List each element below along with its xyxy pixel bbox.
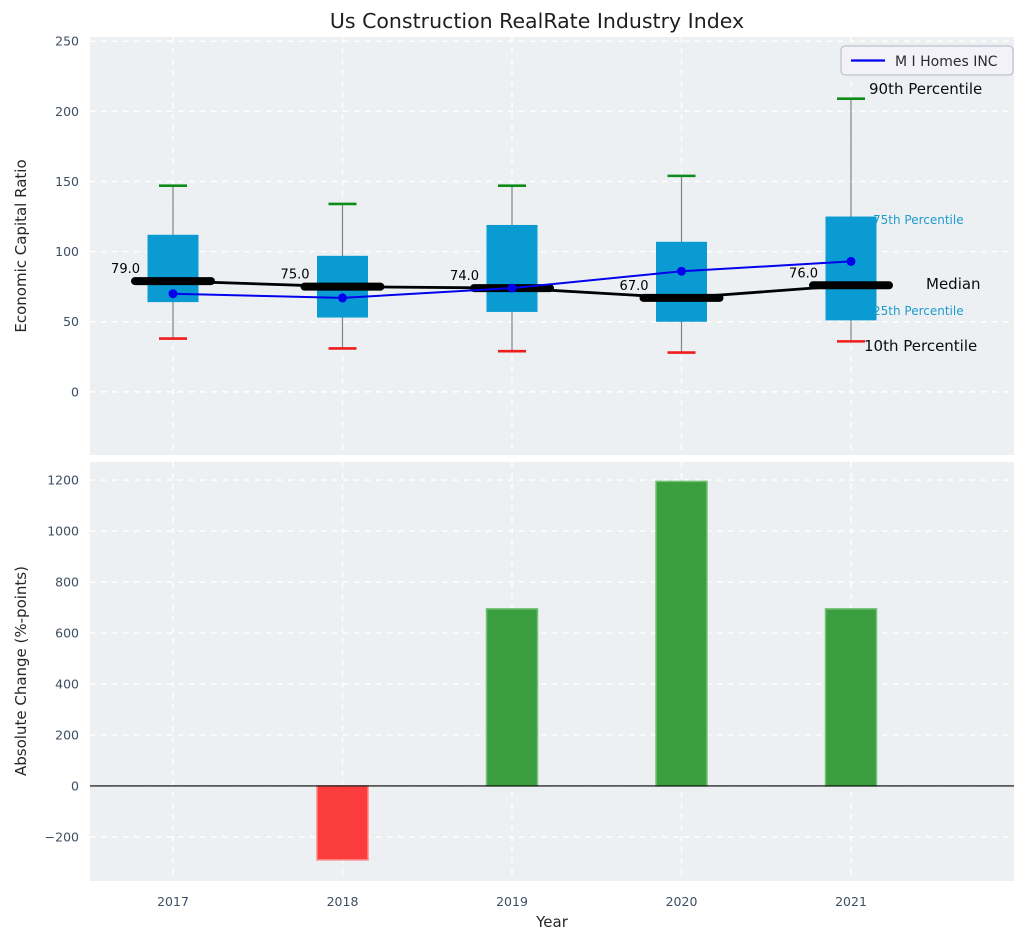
annotation-75th-percentile: 75th Percentile: [873, 213, 964, 227]
median-value-label: 75.0: [281, 268, 310, 283]
annotation-median: Median: [926, 275, 981, 293]
median-value-label: 79.0: [111, 262, 140, 277]
y-axis-label-top: Economic Capital Ratio: [12, 159, 30, 332]
company-marker: [168, 289, 178, 299]
panel-top: 79.0 75.0 74.0 67.0 76.0 0 50 100 150 200 250: [55, 34, 1014, 455]
y-tick-label: 400: [55, 676, 79, 691]
bar-2018: [316, 785, 369, 861]
median-value-label: 74.0: [450, 269, 479, 284]
median-value-label: 76.0: [789, 266, 818, 281]
company-marker: [338, 293, 347, 303]
x-tick-label: 2019: [496, 894, 528, 909]
x-tick-label: 2021: [835, 894, 867, 909]
legend-box: [840, 45, 1014, 76]
x-tick-label: 2017: [157, 894, 189, 909]
y-tick-label: 50: [63, 314, 79, 329]
bar-2019: [485, 608, 539, 787]
legend-label: M I Homes INC: [895, 54, 998, 70]
box-group-2017: [147, 184, 199, 340]
y-tick-label: 600: [55, 626, 79, 641]
y-tick-label: 250: [55, 34, 79, 49]
iqr-box: [486, 224, 538, 312]
legend: M I Homes INC: [840, 45, 1014, 76]
y-tick-label: 100: [55, 244, 79, 259]
x-tick-label: 2020: [666, 894, 698, 909]
y-tick-label: 0: [71, 778, 79, 793]
y-tick-label: 0: [71, 384, 79, 399]
iqr-box: [656, 241, 707, 322]
y-tick-label: 1000: [47, 524, 79, 539]
company-marker: [677, 266, 686, 276]
annotation-25th-percentile: 25th Percentile: [873, 304, 964, 318]
x-axis-label: Year: [535, 913, 569, 931]
bar-2021: [824, 608, 878, 787]
y-axis-label-bottom: Absolute Change (%-points): [12, 566, 30, 776]
box-group-2019: [486, 184, 538, 353]
company-marker: [507, 283, 517, 293]
iqr-box: [825, 216, 877, 321]
y-tick-label: 200: [55, 727, 79, 742]
annotation-10th-percentile: 10th Percentile: [864, 337, 977, 355]
y-tick-label: 800: [55, 575, 79, 590]
y-tick-label: 150: [55, 174, 79, 189]
panel-bottom: −200 0 200 400 600 800 1000 1200 2017 2018 2019 202…: [45, 462, 1014, 909]
annotation-90th-percentile: 90th Percentile: [869, 80, 982, 98]
bar-2020: [655, 480, 708, 787]
box-group-2021: [825, 97, 877, 343]
y-tick-label: 1200: [47, 473, 79, 488]
median-value-label: 67.0: [620, 279, 649, 294]
y-tick-label: −200: [45, 829, 79, 844]
company-marker: [846, 256, 856, 266]
y-tick-label: 200: [55, 104, 79, 119]
figure-title: Us Construction RealRate Industry Index: [330, 9, 744, 33]
plot-panels: 79.0 75.0 74.0 67.0 76.0 0 50 100 150 200 250 −200 0…: [45, 34, 1014, 909]
box-group-2020: [656, 174, 707, 354]
x-tick-label: 2018: [327, 894, 359, 909]
